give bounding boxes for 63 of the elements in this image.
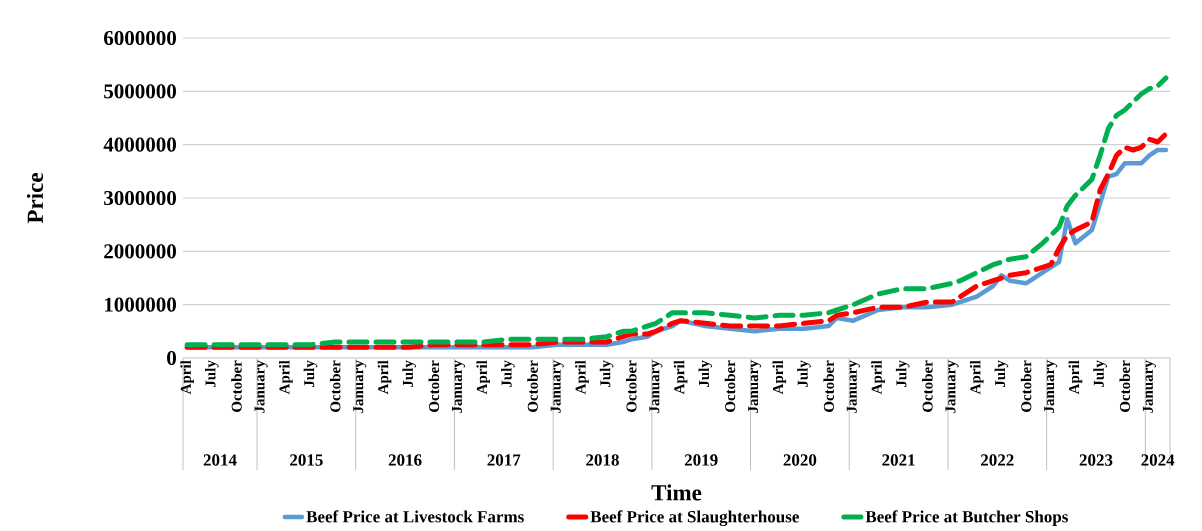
x-tick-label: October: [527, 360, 538, 412]
y-tick-label: 3000000: [104, 190, 176, 206]
x-tick-label: April: [279, 360, 293, 395]
x-tick-label: October: [329, 360, 341, 412]
x-tick-label: July: [501, 360, 515, 388]
x-tick-label: April: [1068, 360, 1083, 395]
x-tick-label: July: [303, 360, 318, 388]
x-tick-label: April: [575, 360, 589, 395]
x-tick-label: October: [1119, 360, 1131, 412]
x-tick-label: October: [724, 360, 736, 412]
x-tick-label: October: [922, 360, 933, 412]
legend-label: Beef Price at Livestock Farms: [306, 510, 524, 523]
y-tick-label: 0: [167, 350, 176, 366]
x-tick-label: January: [846, 360, 860, 413]
text: 2017: [487, 454, 521, 466]
x-tick-label: April: [377, 360, 392, 395]
text: 2023: [1079, 454, 1113, 466]
text: 2015: [290, 454, 323, 466]
x-tick-label: January: [353, 360, 367, 413]
y-tick-label: 1000000: [104, 297, 176, 312]
text: 2021: [882, 454, 915, 466]
legend-label: Beef Price at Butcher Shops: [865, 510, 1068, 526]
y-tick-label: 4000000: [103, 137, 176, 152]
x-tick-label: January: [945, 360, 959, 413]
x-tick-label: January: [550, 360, 564, 413]
x-tick-label: October: [625, 360, 637, 412]
x-tick-label: October: [823, 360, 834, 412]
x-tick-label: January: [748, 360, 762, 413]
x-tick-label: April: [673, 360, 688, 395]
x-tick-label: April: [476, 360, 491, 395]
x-tick-label: July: [698, 360, 713, 388]
x-tick-label: October: [231, 360, 242, 412]
text: 2018: [586, 454, 619, 466]
x-tick-label: July: [797, 360, 811, 388]
x-tick-label: January: [254, 360, 268, 413]
x-tick-label: July: [204, 360, 219, 388]
x-tick-label: October: [428, 360, 440, 412]
text: 2020: [783, 454, 817, 466]
text: 2014: [203, 454, 237, 466]
text: 2022: [981, 454, 1014, 466]
x-tick-label: April: [969, 360, 984, 395]
x-tick-label: July: [895, 360, 910, 388]
text: 2016: [388, 454, 422, 466]
x-tick-label: July: [599, 360, 614, 388]
x-tick-label: January: [1044, 360, 1058, 413]
x-tick-label: January: [649, 360, 663, 413]
x-axis-title: Time: [651, 484, 702, 501]
x-tick-label: July: [1093, 360, 1107, 388]
x-tick-label: July: [402, 360, 417, 388]
legend-label: Beef Price at Slaughterhouse: [590, 510, 799, 527]
y-tick-label: 2000000: [104, 244, 176, 259]
x-tick-label: July: [994, 360, 1009, 388]
y-axis-title: Price: [26, 173, 44, 224]
x-tick-label: January: [1142, 360, 1156, 413]
y-tick-label: 6000000: [104, 30, 176, 46]
y-tick-label: 5000000: [104, 84, 176, 99]
text: 2024: [1141, 454, 1175, 466]
x-tick-label: April: [772, 360, 787, 395]
x-tick-label: January: [452, 360, 466, 413]
text: 2019: [684, 454, 718, 466]
x-tick-label: April: [871, 360, 885, 395]
x-tick-label: October: [1020, 360, 1032, 412]
x-tick-label: April: [180, 360, 194, 395]
